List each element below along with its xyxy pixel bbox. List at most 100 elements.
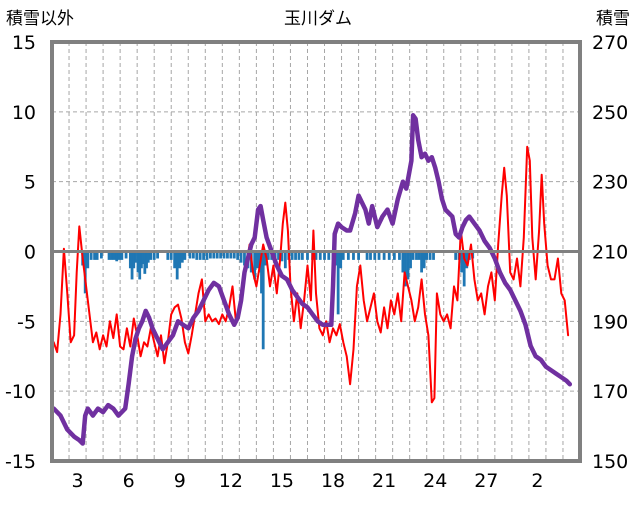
precipitation-bar <box>141 251 145 265</box>
precipitation-bar <box>183 251 187 260</box>
precipitation-bar <box>205 251 209 260</box>
precipitation-bar <box>219 251 223 259</box>
precipitation-bar <box>411 251 415 260</box>
precipitation-bar <box>401 251 405 273</box>
precipitation-bar <box>134 251 137 263</box>
precipitation-bar <box>128 251 132 269</box>
precipitation-bar <box>428 251 432 260</box>
precipitation-bar <box>152 251 156 260</box>
precipitation-bar <box>314 251 318 260</box>
precipitation-bar <box>132 251 136 269</box>
precipitation-bar <box>232 251 236 259</box>
precipitation-bar <box>266 251 270 260</box>
precipitation-bar <box>140 251 143 269</box>
precipitation-bar <box>462 251 466 287</box>
precipitation-bar <box>336 251 340 315</box>
precipitation-bar <box>382 251 386 260</box>
precipitation-bar <box>215 251 219 259</box>
precipitation-bar <box>261 251 265 350</box>
precipitation-bar <box>300 251 304 260</box>
x-tick-label: 24 <box>423 470 447 492</box>
precipitation-bar <box>422 251 426 269</box>
precipitation-bar <box>253 251 257 280</box>
precipitation-bar <box>357 251 360 260</box>
precipitation-bar <box>198 251 202 260</box>
right-tick-label: 270 <box>592 32 628 54</box>
left-axis-ticks: 15 10 5 0 -5 -10 -15 <box>5 32 36 473</box>
precipitation-bar <box>146 251 150 263</box>
precipitation-bar <box>339 251 343 269</box>
right-tick-label: 230 <box>592 172 628 194</box>
precipitation-bar <box>169 251 173 260</box>
precipitation-bar <box>260 251 263 294</box>
precipitation-bar <box>212 251 216 259</box>
precipitation-bar <box>454 251 458 260</box>
precipitation-bar <box>145 251 148 269</box>
precipitation-bar <box>180 251 184 263</box>
precipitation-bar <box>465 251 469 269</box>
precipitation-bar <box>277 251 280 260</box>
right-tick-label: 250 <box>592 102 628 124</box>
precipitation-bars <box>81 251 475 350</box>
precipitation-bar <box>112 251 116 260</box>
precipitation-bar <box>255 251 259 269</box>
x-tick-label: 21 <box>372 470 396 492</box>
precipitation-bar <box>417 251 421 260</box>
precipitation-bar <box>99 251 103 259</box>
precipitation-bar <box>387 251 391 260</box>
precipitation-bar <box>130 251 134 280</box>
precipitation-bar <box>175 251 179 280</box>
precipitation-bar <box>173 251 177 269</box>
right-tick-label: 190 <box>592 311 628 333</box>
x-tick-label: 3 <box>72 470 84 492</box>
x-tick-label: 15 <box>270 470 294 492</box>
precipitation-bar <box>236 251 240 260</box>
precipitation-bar <box>373 251 377 260</box>
x-tick-label: 12 <box>219 470 243 492</box>
right-tick-label: 170 <box>592 381 628 403</box>
precipitation-bar <box>432 251 435 260</box>
precipitation-bar <box>202 251 205 260</box>
precipitation-bar <box>365 251 369 260</box>
precipitation-bar <box>327 251 331 260</box>
precipitation-bar <box>243 251 246 266</box>
left-tick-label: 5 <box>24 172 36 194</box>
precipitation-bar <box>136 251 140 273</box>
precipitation-bar <box>149 251 153 260</box>
precipitation-bar <box>420 251 423 273</box>
precipitation-bar <box>283 251 287 269</box>
right-tick-label: 150 <box>592 451 628 473</box>
precipitation-bar <box>226 251 229 259</box>
precipitation-bar <box>341 251 345 260</box>
precipitation-bar <box>115 251 119 262</box>
precipitation-bar <box>110 251 114 260</box>
left-tick-label: -15 <box>5 451 36 473</box>
x-tick-label: 9 <box>174 470 186 492</box>
precipitation-bar <box>323 251 326 260</box>
x-tick-label: 27 <box>474 470 498 492</box>
x-axis-ticks: 3 6 9 12 15 18 21 24 27 2 <box>72 470 544 492</box>
precipitation-bar <box>290 251 294 260</box>
left-axis-label: 積雪以外 <box>6 9 74 29</box>
x-tick-label: 6 <box>123 470 135 492</box>
precipitation-bar <box>392 251 396 260</box>
precipitation-bar <box>143 251 147 274</box>
precipitation-bar <box>188 251 192 259</box>
precipitation-bar <box>195 251 199 260</box>
precipitation-bar <box>138 251 142 280</box>
left-tick-label: 10 <box>12 102 36 124</box>
precipitation-bar <box>95 251 99 260</box>
precipitation-bar <box>222 251 226 259</box>
left-tick-label: -5 <box>17 311 36 333</box>
precipitation-bar <box>346 251 350 260</box>
precipitation-bar <box>93 251 96 260</box>
left-tick-label: 15 <box>12 32 36 54</box>
precipitation-bar <box>294 251 297 260</box>
precipitation-bar <box>239 251 243 263</box>
precipitation-bar <box>318 251 322 260</box>
precipitation-bar <box>89 251 93 260</box>
right-axis-ticks: 270 250 230 210 190 170 150 <box>592 32 628 473</box>
precipitation-bar <box>415 251 418 260</box>
precipitation-bar <box>398 251 401 260</box>
